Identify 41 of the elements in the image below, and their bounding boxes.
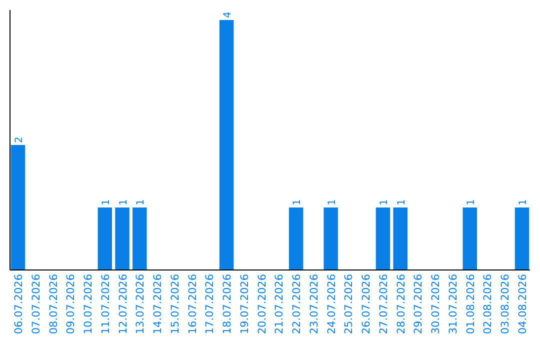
x-tick-label: 15.07.2026 bbox=[169, 274, 182, 334]
data-label: 1 bbox=[118, 199, 130, 206]
x-tick-label: 12.07.2026 bbox=[117, 274, 130, 334]
data-label: 1 bbox=[136, 199, 147, 206]
x-tick-label: 11.07.2026 bbox=[100, 274, 112, 334]
x-tick-label: 30.07.2026 bbox=[430, 274, 442, 334]
data-label: 1 bbox=[292, 199, 304, 206]
data-label: 1 bbox=[518, 199, 530, 206]
x-tick-label: 26.07.2026 bbox=[360, 274, 373, 334]
x-tick-label: 22.07.2026 bbox=[291, 274, 304, 334]
x-tick-label: 21.07.2026 bbox=[274, 274, 286, 334]
x-tick-label: 02.08.2026 bbox=[482, 274, 494, 334]
x-tick-label: 06.07.2026 bbox=[12, 274, 25, 334]
x-tick-label: 04.08.2026 bbox=[517, 274, 530, 334]
x-tick-label: 01.08.2026 bbox=[464, 274, 477, 334]
data-label: 1 bbox=[466, 199, 477, 206]
x-tick-label: 14.07.2026 bbox=[152, 274, 164, 334]
x-tick-label: 07.07.2026 bbox=[30, 274, 42, 334]
x-tick-label: 20.07.2026 bbox=[256, 274, 268, 334]
x-tick-label: 18.07.2026 bbox=[222, 274, 234, 334]
x-tick-label: 03.08.2026 bbox=[500, 274, 512, 334]
x-tick-label: 16.07.2026 bbox=[186, 274, 199, 334]
x-tick-label: 23.07.2026 bbox=[308, 274, 320, 334]
x-tick-label: 24.07.2026 bbox=[326, 274, 338, 334]
data-label: 1 bbox=[100, 199, 112, 206]
x-tick-label: 25.07.2026 bbox=[343, 274, 356, 334]
x-tick-label: 19.07.2026 bbox=[238, 274, 251, 334]
data-label: 1 bbox=[378, 199, 390, 206]
x-tick-label: 17.07.2026 bbox=[204, 274, 216, 334]
x-tick-label: 08.07.2026 bbox=[48, 274, 60, 334]
x-tick-label: 09.07.2026 bbox=[65, 274, 78, 334]
x-tick-label: 31.07.2026 bbox=[447, 274, 460, 334]
x-tick-label: 10.07.2026 bbox=[82, 274, 95, 334]
x-tick-label: 13.07.2026 bbox=[134, 274, 147, 334]
data-label: 2 bbox=[14, 136, 25, 143]
data-label: 1 bbox=[326, 199, 338, 206]
data-label: 4 bbox=[222, 12, 234, 18]
x-tick-label: 27.07.2026 bbox=[378, 274, 390, 334]
x-tick-label: 29.07.2026 bbox=[412, 274, 425, 334]
data-label: 1 bbox=[396, 199, 408, 206]
x-tick-label: 28.07.2026 bbox=[395, 274, 408, 334]
